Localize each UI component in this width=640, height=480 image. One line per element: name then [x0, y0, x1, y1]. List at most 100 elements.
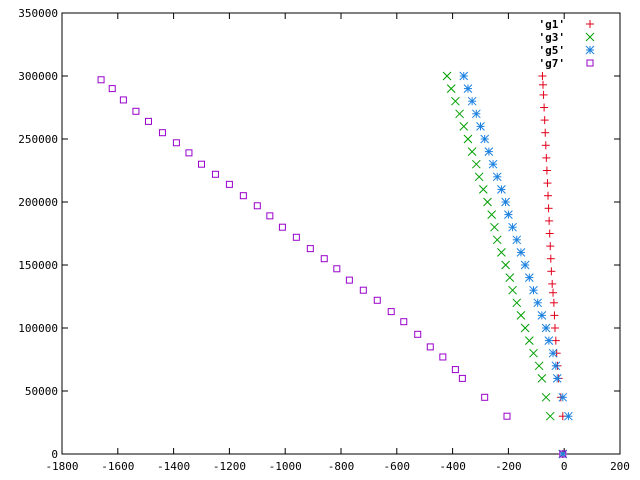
x-tick-label: 200: [610, 460, 630, 473]
data-point: [359, 286, 367, 294]
data-point: [540, 103, 549, 112]
legend-marker: [586, 59, 594, 67]
data-point: [541, 128, 550, 137]
data-point: [501, 260, 510, 270]
series-4: [97, 76, 567, 458]
y-tick-label: 300000: [18, 70, 58, 83]
data-point: [550, 311, 559, 320]
data-point: [537, 311, 547, 320]
x-tick-label: -1600: [101, 460, 134, 473]
data-point: [548, 279, 557, 288]
data-point: [497, 185, 506, 194]
data-point: [467, 96, 477, 106]
data-point: [490, 222, 499, 232]
data-point: [459, 71, 469, 81]
data-point: [119, 96, 127, 104]
data-point: [512, 235, 522, 245]
y-tick-label: 200000: [18, 196, 58, 209]
data-point: [520, 260, 530, 270]
legend-marker: [585, 45, 595, 55]
data-point: [539, 90, 548, 99]
data-point: [546, 254, 555, 263]
data-point: [239, 192, 247, 200]
data-point: [446, 84, 456, 93]
data-point: [172, 139, 180, 147]
x-tick-label: 0: [561, 460, 568, 473]
data-point: [487, 210, 497, 219]
data-point: [463, 84, 473, 93]
data-point: [439, 353, 447, 361]
data-point: [538, 72, 547, 80]
data-point: [478, 185, 488, 194]
data-point: [185, 149, 193, 157]
data-point: [501, 197, 510, 207]
data-point: [463, 134, 473, 144]
data-point: [558, 392, 568, 402]
y-tick-label: 50000: [25, 385, 58, 398]
data-point: [551, 336, 560, 345]
data-point: [544, 336, 554, 345]
data-point: [266, 212, 274, 220]
y-tick-label: 100000: [18, 322, 58, 335]
data-point: [550, 324, 559, 332]
data-point: [97, 76, 105, 84]
x-tick-label: -600: [384, 460, 411, 473]
data-point: [541, 392, 551, 402]
data-point: [320, 255, 328, 263]
data-point: [503, 412, 511, 420]
data-point: [549, 288, 558, 297]
x-tick-label: -400: [439, 460, 466, 473]
data-point: [451, 366, 459, 374]
data-point: [483, 197, 492, 207]
data-point: [458, 374, 466, 382]
data-point: [542, 153, 551, 162]
legend-marker: [586, 20, 594, 28]
data-point: [225, 180, 233, 188]
data-point: [492, 235, 502, 245]
data-point: [520, 323, 530, 333]
series-2: [442, 71, 568, 459]
data-point: [414, 330, 422, 338]
x-tick-label: -800: [328, 460, 355, 473]
data-point: [545, 229, 554, 238]
data-point: [538, 80, 547, 89]
data-marks: [97, 71, 573, 459]
data-point: [211, 170, 219, 178]
data-point: [547, 267, 556, 276]
data-point: [546, 242, 555, 251]
data-point: [529, 348, 538, 358]
data-point: [400, 318, 408, 326]
x-tick-label: -1000: [269, 460, 302, 473]
legend-label: 'g1': [539, 18, 566, 31]
data-point: [442, 71, 452, 81]
data-point: [474, 172, 484, 182]
data-point: [373, 296, 381, 304]
data-point: [505, 273, 515, 282]
data-point: [345, 276, 353, 284]
data-point: [492, 172, 502, 182]
legend-marker: [585, 32, 595, 42]
legend-label: 'g3': [539, 31, 566, 44]
legend: 'g1''g3''g5''g7': [539, 18, 595, 70]
data-point: [548, 348, 558, 358]
legend-label: 'g5': [539, 44, 566, 57]
data-point: [497, 248, 506, 257]
data-point: [544, 191, 553, 200]
data-point: [488, 159, 498, 169]
data-point: [158, 129, 166, 137]
x-tick-label: -1400: [157, 460, 190, 473]
data-point: [508, 222, 517, 232]
data-point: [537, 374, 547, 383]
data-point: [306, 245, 314, 253]
data-point: [467, 147, 477, 156]
data-point: [471, 109, 481, 119]
data-point: [426, 343, 434, 351]
data-point: [132, 107, 140, 115]
x-tick-label: -1200: [213, 460, 246, 473]
data-point: [108, 85, 116, 93]
data-point: [524, 273, 534, 282]
data-point: [459, 122, 469, 131]
data-point: [552, 374, 562, 383]
data-point: [541, 323, 551, 333]
data-point: [471, 159, 481, 169]
